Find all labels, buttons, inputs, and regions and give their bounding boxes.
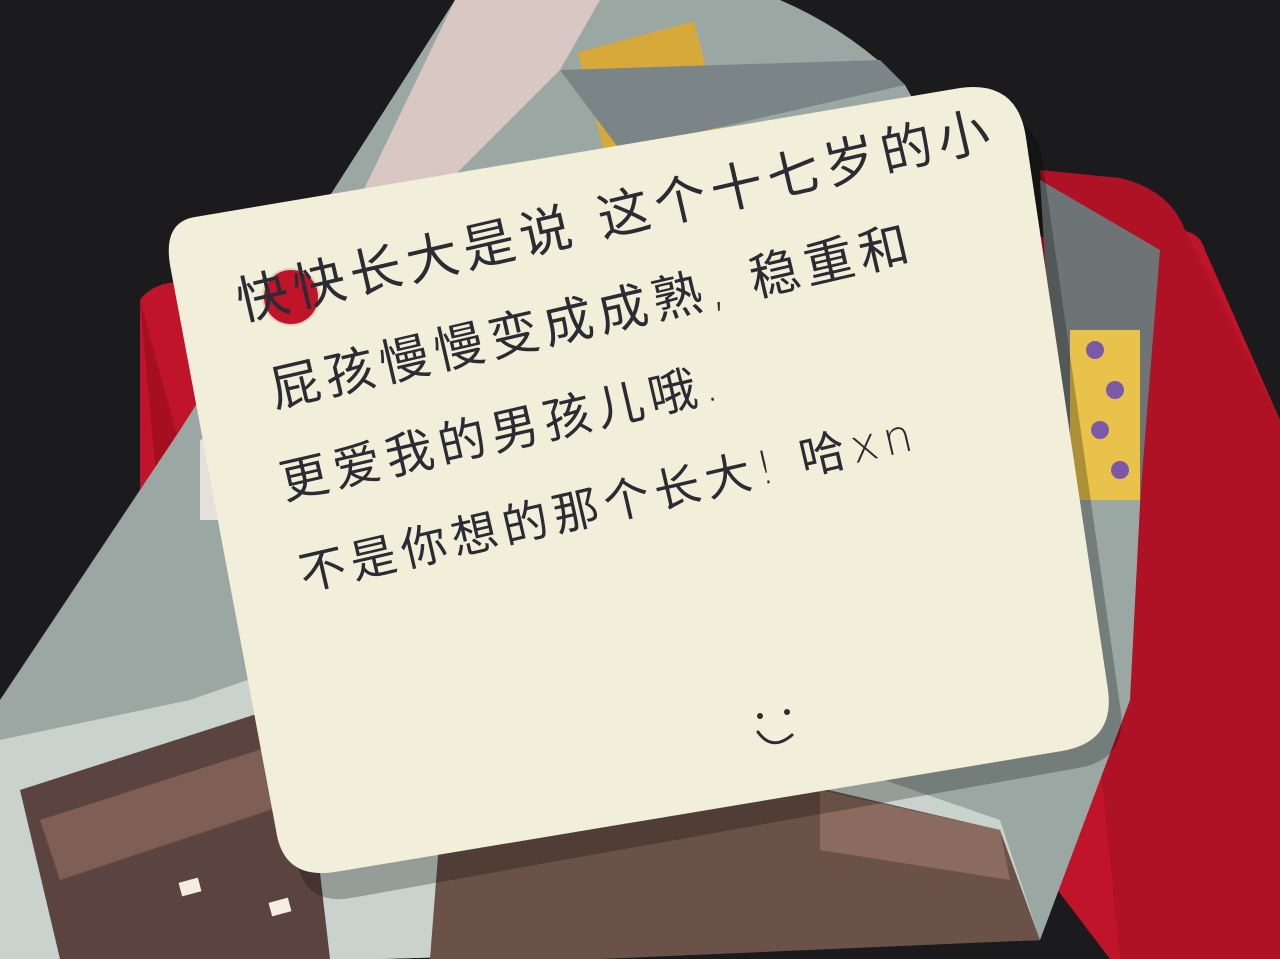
note-card (168, 87, 1109, 874)
card-hole (263, 269, 319, 325)
